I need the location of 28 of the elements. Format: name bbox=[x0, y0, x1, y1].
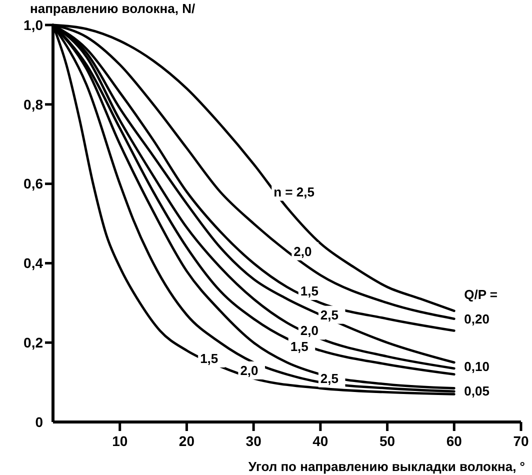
x-tick-label: 10 bbox=[112, 433, 128, 449]
annotation: 0,20 bbox=[464, 311, 490, 326]
x-tick-label: 70 bbox=[513, 433, 529, 449]
annotation: 0,05 bbox=[464, 384, 490, 399]
y-tick-label: 0,2 bbox=[24, 334, 44, 350]
annotation: Q/P = bbox=[464, 286, 498, 302]
annotation: 2,0 bbox=[240, 362, 258, 378]
x-tick-label: 30 bbox=[246, 433, 262, 449]
annotation: 2,0 bbox=[300, 323, 318, 338]
y-tick-label: 0,8 bbox=[24, 96, 44, 112]
annotation: 0,10 bbox=[464, 358, 490, 374]
annotation: 1,5 bbox=[290, 339, 308, 354]
annotation: 2,0 bbox=[294, 244, 312, 259]
x-tick-label: 50 bbox=[379, 433, 396, 449]
y-axis-title: направлению волокна, N/ bbox=[30, 1, 196, 16]
x-tick-label: 40 bbox=[312, 433, 328, 449]
annotation: n = 2,5 bbox=[274, 184, 314, 200]
y-tick-label: 0,4 bbox=[24, 255, 44, 272]
y-tick-label: 0,6 bbox=[24, 176, 44, 192]
x-tick-label: 60 bbox=[446, 433, 462, 449]
x-axis-title: Угол по направлению выкладки волокна, ° bbox=[248, 459, 525, 474]
x-tick-label: 20 bbox=[178, 433, 195, 449]
annotation: 2,5 bbox=[320, 370, 339, 386]
y-tick-label: 1,0 bbox=[24, 16, 44, 33]
y-tick-label: 0 bbox=[35, 414, 44, 430]
annotation: 2,5 bbox=[320, 307, 339, 322]
annotation: 1,5 bbox=[300, 284, 318, 299]
annotation: 1,5 bbox=[200, 351, 218, 366]
